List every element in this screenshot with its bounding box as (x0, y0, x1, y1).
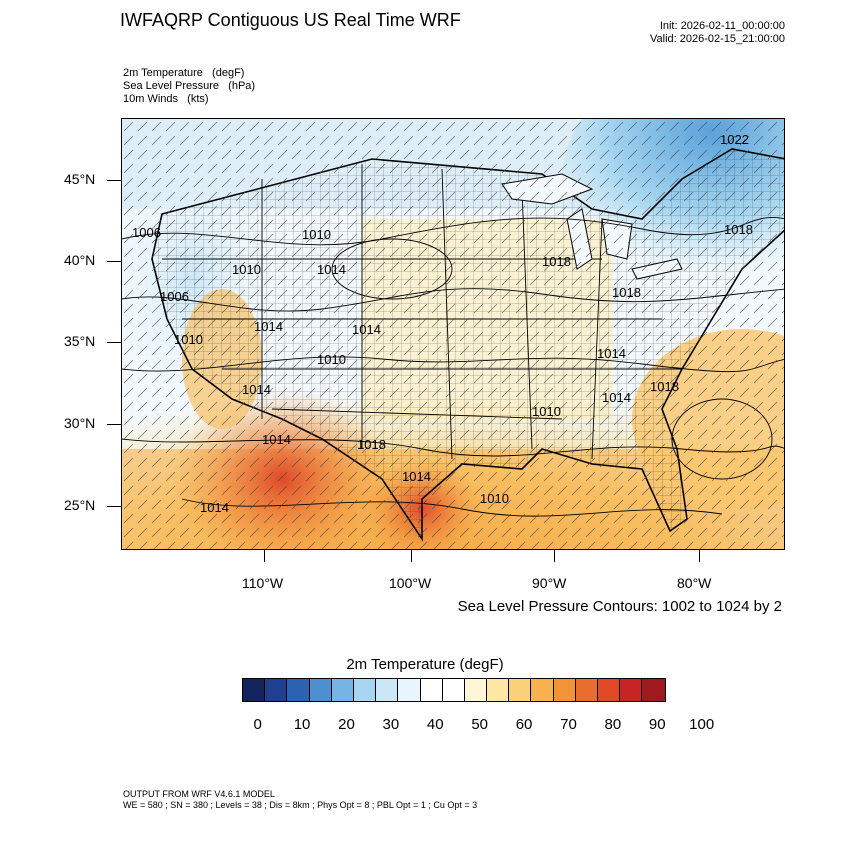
wind-barbs (122, 119, 784, 549)
colorbar-label: 90 (648, 716, 666, 733)
colorbar-label: 40 (426, 716, 444, 733)
pressure-label: 1014 (352, 322, 381, 337)
pressure-label: 1018 (542, 254, 571, 269)
pressure-label: 1010 (532, 404, 561, 419)
pressure-label: 1010 (232, 262, 261, 277)
colorbar-cell (531, 679, 554, 701)
longitude-label: 100°W (389, 575, 432, 591)
latitude-label: 30°N (64, 415, 96, 431)
field-list: 2m Temperature (degF) Sea Level Pressure… (123, 67, 255, 106)
pressure-labels: 1006 1010 1010 1014 1006 1010 1014 1014 1010 1014… (132, 132, 753, 515)
pressure-label: 1014 (602, 390, 631, 405)
colorbar-cell (353, 679, 377, 701)
colorbar-cell (243, 679, 266, 701)
pressure-label: 1010 (174, 332, 203, 347)
colorbar-cell (464, 679, 488, 701)
longitude-tick (699, 550, 700, 562)
longitude-tick (411, 550, 412, 562)
temperature-colorbar (242, 678, 666, 702)
pressure-label: 1010 (317, 352, 346, 367)
colorbar-label: 0 (253, 716, 262, 733)
colorbar-label: 60 (515, 716, 533, 733)
colorbar-title: 2m Temperature (degF) (346, 656, 504, 673)
contour-note: Sea Level Pressure Contours: 1002 to 102… (457, 598, 782, 615)
field-pressure: Sea Level Pressure (hPa) (123, 80, 256, 92)
longitude-label: 90°W (532, 575, 567, 591)
pressure-label: 1010 (302, 227, 331, 242)
init-time: Init: 2026-02-11_00:00:00 (659, 20, 785, 32)
colorbar-cell (287, 679, 310, 701)
colorbar-cell (620, 679, 643, 701)
pressure-label: 1010 (480, 491, 509, 506)
colorbar-cell (509, 679, 532, 701)
latitude-label: 40°N (64, 252, 96, 268)
field-winds: 10m Winds (kts) (123, 93, 209, 105)
pressure-label: 1014 (402, 469, 431, 484)
colorbar-cell (575, 679, 598, 701)
valid-time: Valid: 2026-02-15_21:00:00 (650, 33, 785, 45)
map-title: IWFAQRP Contiguous US Real Time WRF (120, 10, 461, 30)
init-valid-block: Init: 2026-02-11_00:00:00 Valid: 2026-02… (650, 20, 785, 46)
latitude-tick (107, 261, 121, 262)
pressure-label: 1018 (650, 379, 679, 394)
longitude-label: 110°W (242, 575, 284, 591)
pressure-label: 1006 (160, 289, 189, 304)
colorbar-cell (309, 679, 332, 701)
pressure-label: 1018 (612, 285, 641, 300)
colorbar-label: 100 (689, 716, 715, 733)
pressure-label: 1014 (597, 346, 626, 361)
colorbar-cell (553, 679, 576, 701)
map-svg: 1006 1010 1010 1014 1006 1010 1014 1014 1010 1014… (122, 119, 784, 549)
colorbar-label: 80 (604, 716, 622, 733)
colorbar-label: 70 (560, 716, 577, 733)
colorbar-label: 50 (471, 716, 488, 733)
longitude-label: 80°W (677, 575, 712, 591)
colorbar-cell (331, 679, 354, 701)
field-temperature: 2m Temperature (degF) (123, 67, 245, 79)
latitude-tick (107, 424, 121, 425)
pressure-label: 1014 (262, 432, 291, 447)
colorbar-cell (598, 679, 621, 701)
colorbar-cell (642, 679, 665, 701)
pressure-label: 1014 (254, 319, 283, 334)
longitude-tick (264, 550, 265, 562)
latitude-tick (107, 506, 121, 507)
pressure-label: 1018 (357, 437, 386, 452)
map-panel: 1006 1010 1010 1014 1006 1010 1014 1014 1010 1014… (121, 118, 785, 550)
footer-config-line: WE = 580 ; SN = 380 ; Levels = 38 ; Dis … (123, 800, 478, 810)
pressure-label: 1006 (132, 225, 161, 240)
colorbar-cell (442, 679, 465, 701)
pressure-label: 1014 (242, 382, 271, 397)
colorbar-label: 10 (293, 716, 311, 733)
footer-model-line: OUTPUT FROM WRF V4.6.1 MODEL (123, 789, 275, 799)
colorbar-cell (487, 679, 510, 701)
model-footer: OUTPUT FROM WRF V4.6.1 MODEL WE = 580 ; … (123, 789, 477, 811)
colorbar-cell (265, 679, 288, 701)
latitude-tick (107, 180, 121, 181)
pressure-label: 1014 (317, 262, 346, 277)
latitude-tick (107, 342, 121, 343)
latitude-label: 25°N (64, 497, 96, 513)
colorbar-cell (376, 679, 399, 701)
colorbar-label: 30 (382, 716, 400, 733)
colorbar-cell (420, 679, 443, 701)
pressure-label: 1018 (724, 222, 753, 237)
longitude-tick (554, 550, 555, 562)
colorbar-label: 20 (338, 716, 355, 733)
pressure-label: 1014 (200, 500, 229, 515)
pressure-label: 1022 (720, 132, 749, 147)
latitude-label: 45°N (64, 171, 96, 187)
colorbar-cell (398, 679, 421, 701)
latitude-label: 35°N (64, 333, 96, 349)
